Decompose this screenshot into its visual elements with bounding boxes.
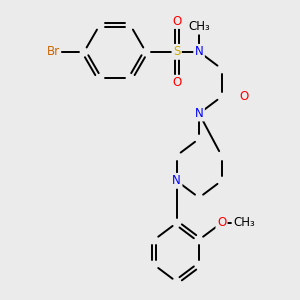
Text: O: O bbox=[172, 14, 181, 28]
Text: N: N bbox=[172, 174, 181, 187]
Text: O: O bbox=[217, 216, 226, 230]
Text: CH₃: CH₃ bbox=[233, 216, 255, 230]
Text: N: N bbox=[195, 107, 203, 120]
Text: O: O bbox=[172, 76, 181, 89]
Text: CH₃: CH₃ bbox=[188, 20, 210, 33]
Text: N: N bbox=[195, 45, 203, 58]
Text: Br: Br bbox=[47, 45, 60, 58]
Text: O: O bbox=[239, 90, 249, 103]
Text: O: O bbox=[239, 90, 249, 103]
Text: S: S bbox=[173, 45, 180, 58]
